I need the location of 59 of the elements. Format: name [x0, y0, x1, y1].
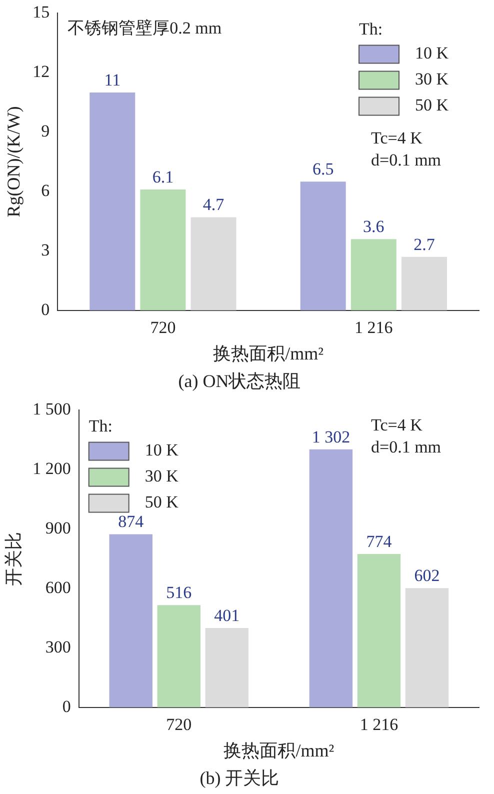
y-tick-label: 600 — [45, 578, 71, 597]
data-label: 401 — [214, 606, 240, 625]
bar — [300, 182, 346, 310]
x-axis-title: 换热面积/mm² — [213, 343, 324, 364]
data-label: 11 — [104, 70, 121, 90]
data-label: 6.5 — [312, 160, 334, 179]
legend-label: 10 K — [415, 44, 450, 63]
y-tick-label: 1 200 — [32, 459, 71, 478]
y-tick-label: 1 500 — [32, 400, 71, 419]
data-label: 3.6 — [363, 217, 384, 236]
annotation: Tc=4 K — [371, 416, 424, 435]
x-tick-label: 720 — [166, 715, 192, 734]
x-axis-title: 换热面积/mm² — [224, 740, 334, 760]
y-tick-label: 0 — [62, 696, 71, 716]
legend-label: 50 K — [415, 96, 450, 115]
text: (b) 开关比 — [200, 768, 280, 788]
bar — [309, 449, 353, 708]
bar — [157, 605, 200, 708]
data-label: 774 — [366, 532, 392, 552]
bar — [350, 239, 396, 310]
data-label: 1 302 — [312, 427, 350, 446]
bar — [190, 217, 236, 310]
text: (a) ON状态热阻 — [178, 370, 301, 391]
y-tick-label: 12 — [32, 62, 50, 82]
y-tick-label: 15 — [32, 2, 50, 22]
data-label: 602 — [414, 566, 440, 586]
legend-label: 30 K — [415, 70, 450, 89]
y-tick-label: 3 — [41, 240, 50, 260]
legend-label: 10 K — [144, 440, 180, 460]
bar — [401, 256, 447, 310]
legend-title: Th: — [359, 20, 383, 39]
legend-label: 50 K — [144, 492, 180, 512]
data-label: 6.1 — [152, 168, 174, 187]
bar — [140, 190, 186, 310]
y-tick-label: 6 — [41, 180, 50, 200]
bar — [90, 92, 136, 310]
legend-label: 30 K — [144, 466, 180, 486]
x-tick-label: 1 216 — [354, 318, 393, 338]
y-tick-label: 300 — [45, 637, 71, 656]
data-label: 516 — [166, 583, 192, 602]
bar — [205, 628, 249, 708]
y-axis-title: Rg(ON)/(K/W) — [4, 106, 24, 218]
data-label: 874 — [118, 512, 144, 532]
y-tick-label: 0 — [41, 300, 50, 319]
bar — [109, 534, 152, 708]
x-tick-label: 1 216 — [360, 715, 398, 734]
y-tick-label: 9 — [41, 122, 50, 141]
annotation: 不锈钢管壁厚0.2 mm — [68, 18, 222, 38]
legend-title: Th: — [88, 416, 112, 436]
y-tick-label: 900 — [45, 518, 71, 538]
annotation: d=0.1 mm — [371, 150, 442, 170]
bar — [405, 588, 449, 708]
x-tick-label: 720 — [150, 318, 176, 338]
y-axis-title: 开关比 — [4, 532, 24, 586]
data-label: 4.7 — [202, 195, 225, 214]
bar — [357, 554, 401, 708]
data-label: 2.7 — [414, 234, 436, 254]
annotation: d=0.1 mm — [371, 438, 442, 457]
annotation: Tc=4 K — [371, 128, 424, 148]
